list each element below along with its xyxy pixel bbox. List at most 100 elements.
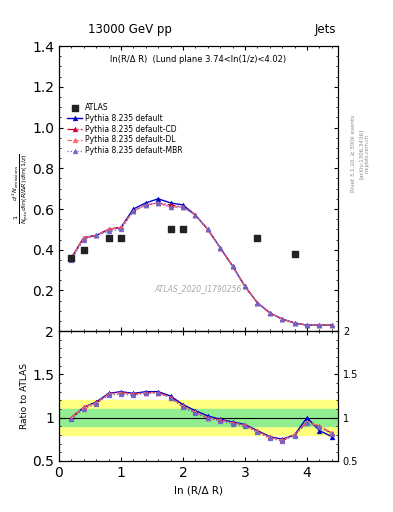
Pythia 8.235 default-DL — [69, 255, 74, 261]
ATLAS — [105, 233, 112, 242]
Pythia 8.235 default-MBR — [81, 237, 86, 243]
Pythia 8.235 default-CD — [280, 316, 285, 322]
Line: Pythia 8.235 default-CD: Pythia 8.235 default-CD — [69, 201, 334, 328]
Pythia 8.235 default-CD — [206, 226, 210, 232]
Pythia 8.235 default-MBR — [305, 322, 309, 328]
Pythia 8.235 default-DL — [168, 204, 173, 210]
Pythia 8.235 default-CD — [156, 200, 160, 206]
Pythia 8.235 default-CD — [106, 226, 111, 232]
Pythia 8.235 default-CD — [267, 310, 272, 316]
Pythia 8.235 default-MBR — [181, 204, 185, 210]
Pythia 8.235 default — [81, 234, 86, 241]
Pythia 8.235 default-MBR — [329, 322, 334, 328]
ATLAS — [81, 246, 87, 254]
Pythia 8.235 default-CD — [242, 283, 247, 289]
Pythia 8.235 default — [317, 322, 322, 328]
Pythia 8.235 default-CD — [119, 224, 123, 230]
Pythia 8.235 default-DL — [255, 300, 260, 306]
Pythia 8.235 default-MBR — [317, 322, 322, 328]
Pythia 8.235 default — [106, 226, 111, 232]
Pythia 8.235 default-MBR — [119, 226, 123, 232]
Pythia 8.235 default — [305, 322, 309, 328]
Pythia 8.235 default-MBR — [218, 245, 222, 251]
Pythia 8.235 default-CD — [305, 322, 309, 328]
Pythia 8.235 default-DL — [305, 322, 309, 328]
Pythia 8.235 default-MBR — [131, 208, 136, 214]
Pythia 8.235 default-MBR — [156, 200, 160, 206]
ATLAS — [180, 225, 186, 233]
Line: Pythia 8.235 default: Pythia 8.235 default — [69, 197, 334, 328]
Pythia 8.235 default — [181, 202, 185, 208]
Pythia 8.235 default-CD — [94, 232, 99, 239]
Pythia 8.235 default-DL — [156, 200, 160, 206]
Pythia 8.235 default-DL — [218, 245, 222, 251]
Pythia 8.235 default — [168, 200, 173, 206]
Pythia 8.235 default-MBR — [292, 320, 297, 326]
Pythia 8.235 default — [280, 316, 285, 322]
Pythia 8.235 default — [193, 212, 198, 218]
X-axis label: ln (R/Δ R): ln (R/Δ R) — [174, 485, 223, 495]
Pythia 8.235 default-DL — [193, 212, 198, 218]
Legend: ATLAS, Pythia 8.235 default, Pythia 8.235 default-CD, Pythia 8.235 default-DL, P: ATLAS, Pythia 8.235 default, Pythia 8.23… — [66, 101, 185, 157]
Pythia 8.235 default-MBR — [106, 228, 111, 234]
Text: ATLAS_2020_I1790256: ATLAS_2020_I1790256 — [155, 284, 242, 293]
Text: 13000 GeV pp: 13000 GeV pp — [88, 23, 172, 36]
Pythia 8.235 default — [230, 263, 235, 269]
Pythia 8.235 default-CD — [329, 322, 334, 328]
Pythia 8.235 default-CD — [143, 202, 148, 208]
Pythia 8.235 default-MBR — [230, 263, 235, 269]
Pythia 8.235 default-DL — [119, 224, 123, 230]
Pythia 8.235 default-MBR — [168, 204, 173, 210]
ATLAS — [292, 250, 298, 258]
Pythia 8.235 default-DL — [94, 232, 99, 239]
Pythia 8.235 default-DL — [329, 322, 334, 328]
Pythia 8.235 default — [206, 226, 210, 232]
Pythia 8.235 default-CD — [292, 320, 297, 326]
Pythia 8.235 default-MBR — [193, 212, 198, 218]
Pythia 8.235 default-CD — [131, 208, 136, 214]
Text: Jets: Jets — [314, 23, 336, 36]
Pythia 8.235 default-DL — [267, 310, 272, 316]
ATLAS — [118, 233, 124, 242]
Pythia 8.235 default — [329, 322, 334, 328]
Pythia 8.235 default — [69, 255, 74, 261]
Pythia 8.235 default-DL — [280, 316, 285, 322]
Pythia 8.235 default-MBR — [94, 232, 99, 239]
Pythia 8.235 default-CD — [230, 263, 235, 269]
Pythia 8.235 default-DL — [81, 234, 86, 241]
Pythia 8.235 default-DL — [292, 320, 297, 326]
Pythia 8.235 default-MBR — [69, 257, 74, 263]
Pythia 8.235 default-CD — [181, 204, 185, 210]
Y-axis label: Ratio to ATLAS: Ratio to ATLAS — [20, 363, 29, 429]
Text: [arXiv:1306.3436]: [arXiv:1306.3436] — [359, 129, 364, 179]
Text: Rivet 3.1.10, ≥ 300k events: Rivet 3.1.10, ≥ 300k events — [351, 115, 356, 192]
Pythia 8.235 default — [143, 200, 148, 206]
Pythia 8.235 default-DL — [206, 226, 210, 232]
Text: mcplots.cern.ch: mcplots.cern.ch — [365, 134, 370, 173]
Pythia 8.235 default-MBR — [206, 226, 210, 232]
ATLAS — [68, 254, 75, 262]
Pythia 8.235 default-CD — [69, 255, 74, 261]
Pythia 8.235 default-DL — [143, 202, 148, 208]
Pythia 8.235 default — [119, 224, 123, 230]
Pythia 8.235 default — [218, 245, 222, 251]
Pythia 8.235 default — [242, 283, 247, 289]
Text: ln(R/Δ R)  (Lund plane 3.74<ln(1/z)<4.02): ln(R/Δ R) (Lund plane 3.74<ln(1/z)<4.02) — [110, 55, 286, 63]
Pythia 8.235 default-CD — [218, 245, 222, 251]
Pythia 8.235 default-CD — [81, 234, 86, 241]
Pythia 8.235 default — [267, 310, 272, 316]
Pythia 8.235 default-CD — [168, 202, 173, 208]
Pythia 8.235 default-DL — [181, 204, 185, 210]
Pythia 8.235 default-MBR — [280, 316, 285, 322]
Line: Pythia 8.235 default-MBR: Pythia 8.235 default-MBR — [69, 201, 334, 328]
Pythia 8.235 default-DL — [131, 208, 136, 214]
Pythia 8.235 default-DL — [230, 263, 235, 269]
Pythia 8.235 default-DL — [317, 322, 322, 328]
Pythia 8.235 default-MBR — [242, 283, 247, 289]
Pythia 8.235 default-CD — [317, 322, 322, 328]
Y-axis label: $\frac{1}{N_{\mathrm{jets}}}\frac{d^2 N_{\mathrm{emissions}}}{d\ln(R/\Delta R)\,: $\frac{1}{N_{\mathrm{jets}}}\frac{d^2 N_… — [10, 153, 31, 224]
Line: Pythia 8.235 default-DL: Pythia 8.235 default-DL — [69, 201, 334, 328]
Pythia 8.235 default-CD — [193, 212, 198, 218]
Pythia 8.235 default — [255, 300, 260, 306]
Pythia 8.235 default — [292, 320, 297, 326]
